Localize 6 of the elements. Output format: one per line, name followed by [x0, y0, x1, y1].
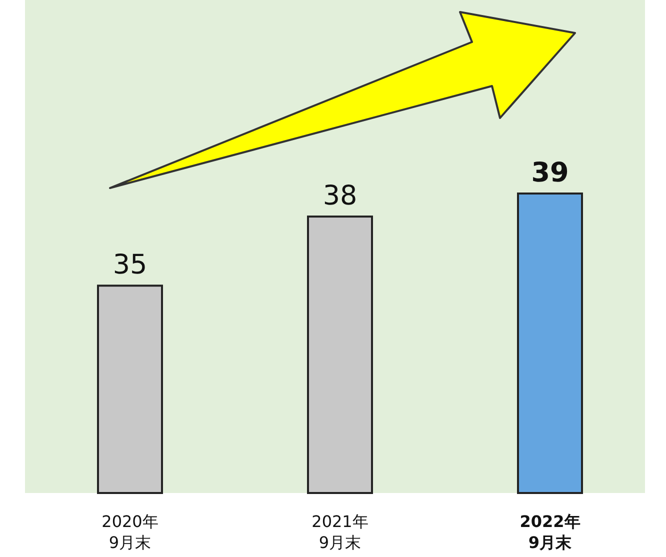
data-label: 39	[531, 158, 569, 189]
data-label: 35	[112, 250, 148, 281]
x-tick-label: 2021年 9月末	[312, 512, 368, 552]
data-label: 38	[322, 180, 358, 212]
x-tick-label: 2020年 9月末	[102, 512, 158, 552]
x-tick-label: 2022年 9月末	[520, 512, 580, 552]
